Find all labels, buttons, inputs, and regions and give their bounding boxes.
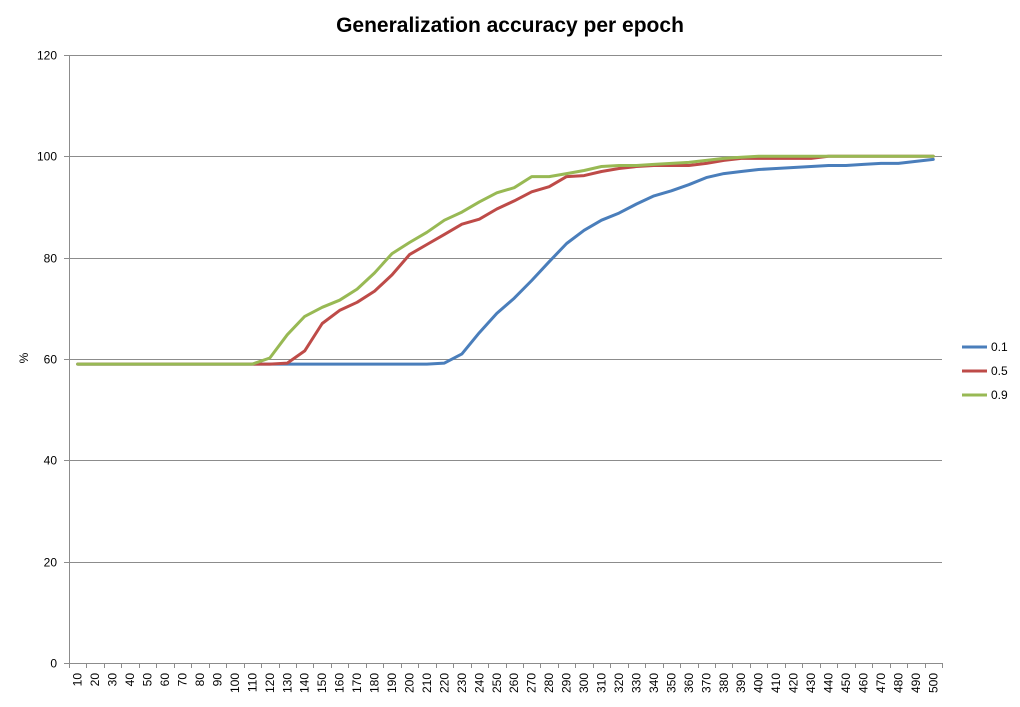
x-tick-label: 20 xyxy=(88,673,102,687)
series-line-0.9 xyxy=(76,154,935,366)
x-tick-label: 360 xyxy=(682,673,696,693)
x-tick-label: 30 xyxy=(106,673,120,687)
x-tick-label: 70 xyxy=(175,673,189,687)
x-tick-label: 190 xyxy=(385,673,399,693)
x-tick-label: 120 xyxy=(263,673,277,693)
x-tick-label: 460 xyxy=(856,673,870,693)
legend-label: 0.5 xyxy=(991,364,1008,378)
x-tick-label: 220 xyxy=(437,673,451,693)
series-line-0.5 xyxy=(76,154,935,366)
x-tick-label: 150 xyxy=(315,673,329,693)
x-tick-label: 210 xyxy=(420,673,434,693)
x-tick-label: 410 xyxy=(769,673,783,693)
x-tick-label: 450 xyxy=(839,673,853,693)
x-tick-label: 250 xyxy=(490,673,504,693)
legend-label: 0.9 xyxy=(991,388,1008,402)
x-tick-label: 90 xyxy=(210,673,224,687)
x-tick-label: 50 xyxy=(141,673,155,687)
x-tick-label: 440 xyxy=(822,673,836,693)
x-tick-label: 270 xyxy=(525,673,539,693)
x-tick-label: 260 xyxy=(507,673,521,693)
x-tick-label: 390 xyxy=(734,673,748,693)
series-lines xyxy=(76,154,935,366)
x-tick-label: 380 xyxy=(717,673,731,693)
x-tick-label: 110 xyxy=(245,673,259,692)
x-tick-label: 330 xyxy=(629,673,643,693)
y-tick-label: 100 xyxy=(37,150,57,164)
x-tick-label: 60 xyxy=(158,673,172,687)
x-tick-label: 200 xyxy=(402,673,416,693)
x-tick-label: 470 xyxy=(874,673,888,693)
axes xyxy=(64,55,943,668)
x-tick-label: 480 xyxy=(891,673,905,693)
x-tick-label: 490 xyxy=(909,673,923,693)
x-tick-label: 280 xyxy=(542,673,556,693)
x-tick-label: 180 xyxy=(368,673,382,693)
x-tick-label: 100 xyxy=(228,673,242,693)
y-tick-label: 120 xyxy=(37,49,57,63)
x-tick-label: 140 xyxy=(298,673,312,693)
x-tick-label: 290 xyxy=(560,673,574,693)
x-tick-label: 320 xyxy=(612,673,626,693)
x-tick-label: 40 xyxy=(123,673,137,687)
y-tick-label: 20 xyxy=(44,556,58,570)
x-tick-label: 130 xyxy=(280,673,294,693)
x-tick-label: 500 xyxy=(926,673,940,693)
y-tick-label: 60 xyxy=(44,353,58,367)
x-tick-label: 340 xyxy=(647,673,661,693)
x-tick-label: 170 xyxy=(350,673,364,693)
gridlines xyxy=(69,55,942,563)
x-tick-label: 300 xyxy=(577,673,591,693)
x-tick-label: 240 xyxy=(472,673,486,693)
legend-label: 0.1 xyxy=(991,340,1008,354)
x-tick-label: 430 xyxy=(804,673,818,693)
x-tick-label: 10 xyxy=(71,673,85,687)
legend: 0.1 0.5 0.9 xyxy=(962,340,1008,402)
x-tick-label: 160 xyxy=(333,673,347,693)
y-axis-label: % xyxy=(17,352,31,363)
x-tick-label: 230 xyxy=(455,673,469,693)
x-tick-label: 350 xyxy=(664,673,678,693)
y-tick-label: 40 xyxy=(44,454,58,468)
y-tick-labels: 0 20 40 60 80 100 120 xyxy=(37,49,57,671)
chart-title: Generalization accuracy per epoch xyxy=(336,14,684,37)
x-tick-label: 370 xyxy=(699,673,713,693)
x-tick-label: 420 xyxy=(787,673,801,693)
x-tick-label: 310 xyxy=(595,673,609,693)
x-tick-label: 80 xyxy=(193,673,207,687)
y-tick-label: 80 xyxy=(44,252,58,266)
x-tick-labels: 10 20 30 40 50 60 70 80 90 100 110 120 130 140 150 160 1… xyxy=(71,673,941,693)
x-tick-label: 400 xyxy=(752,673,766,693)
y-tick-label: 0 xyxy=(50,657,57,671)
